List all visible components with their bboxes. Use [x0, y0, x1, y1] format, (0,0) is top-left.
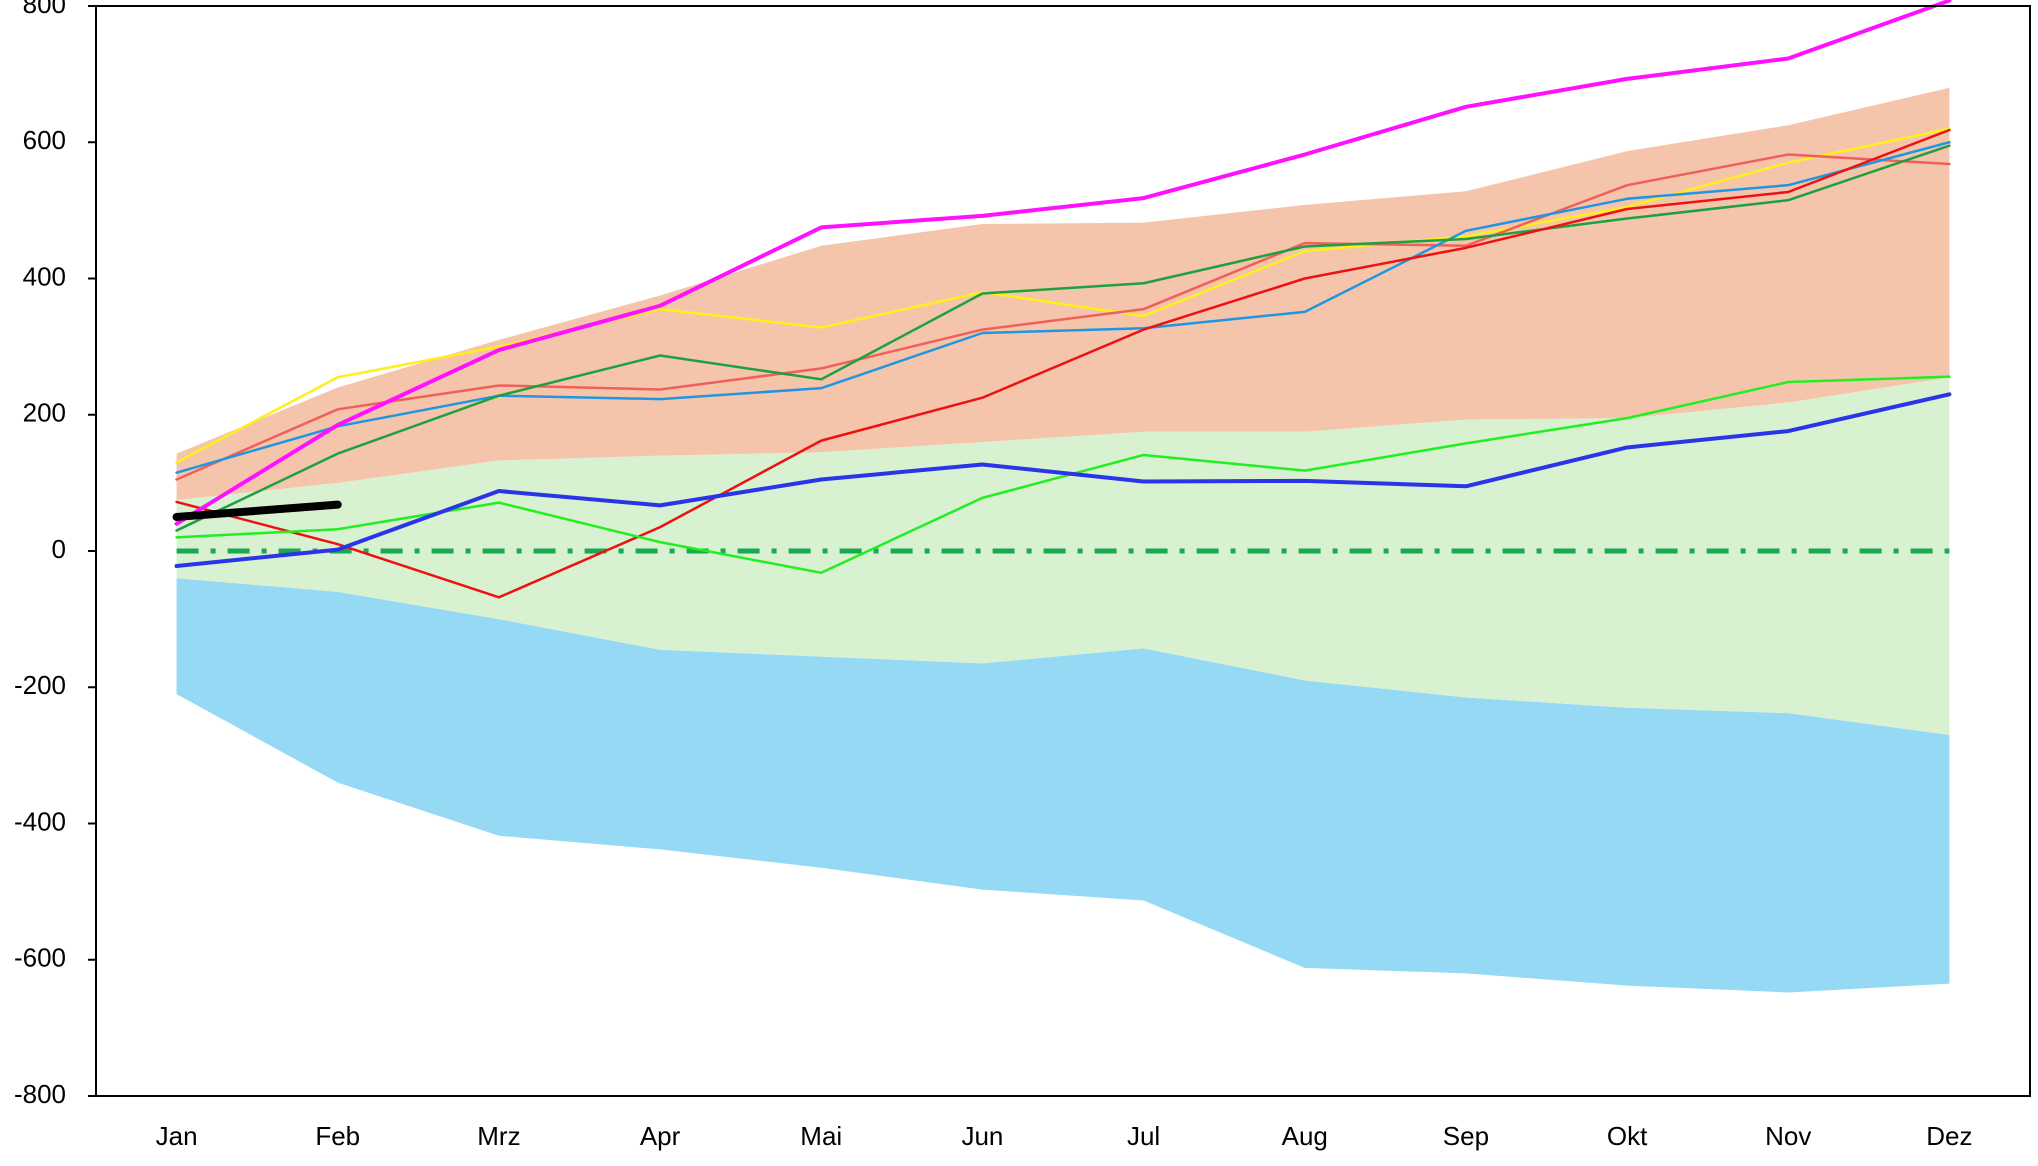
plot-frame	[95, 5, 2031, 1097]
series-line	[172, 500, 342, 521]
y-tick-label: -600	[14, 943, 66, 973]
series-line	[175, 375, 1951, 575]
y-tick-label: -200	[14, 670, 66, 700]
series-line	[175, 141, 1951, 474]
x-tick-label: Jan	[156, 1121, 198, 1151]
x-tick-label: Jul	[1127, 1121, 1160, 1151]
series-line	[175, 127, 1951, 464]
x-tick-label: Apr	[640, 1121, 681, 1151]
series-line	[175, 144, 1951, 532]
y-tick-label: 200	[23, 398, 66, 428]
x-tick-label: Nov	[1765, 1121, 1811, 1151]
x-tick-label: Mrz	[477, 1121, 520, 1151]
series-line	[174, 0, 1952, 526]
y-tick-label: -800	[14, 1079, 66, 1109]
x-tick-label: Aug	[1282, 1121, 1328, 1151]
series-line	[175, 128, 1951, 599]
area-band	[176, 87, 1950, 500]
x-tick-label: Dez	[1926, 1121, 1972, 1151]
x-tick-label: Okt	[1607, 1121, 1648, 1151]
y-tick-label: 800	[23, 0, 66, 19]
series-line	[175, 153, 1951, 481]
x-tick-label: Feb	[315, 1121, 360, 1151]
area-band	[176, 578, 1950, 993]
y-tick-label: -400	[14, 806, 66, 836]
x-tick-label: Sep	[1443, 1121, 1489, 1151]
x-tick-label: Mai	[800, 1121, 842, 1151]
series-line	[174, 392, 1952, 568]
y-tick-label: 0	[52, 534, 66, 564]
area-band	[176, 377, 1950, 735]
y-tick-label: 600	[23, 125, 66, 155]
y-tick-label: 400	[23, 261, 66, 291]
x-tick-label: Jun	[961, 1121, 1003, 1151]
